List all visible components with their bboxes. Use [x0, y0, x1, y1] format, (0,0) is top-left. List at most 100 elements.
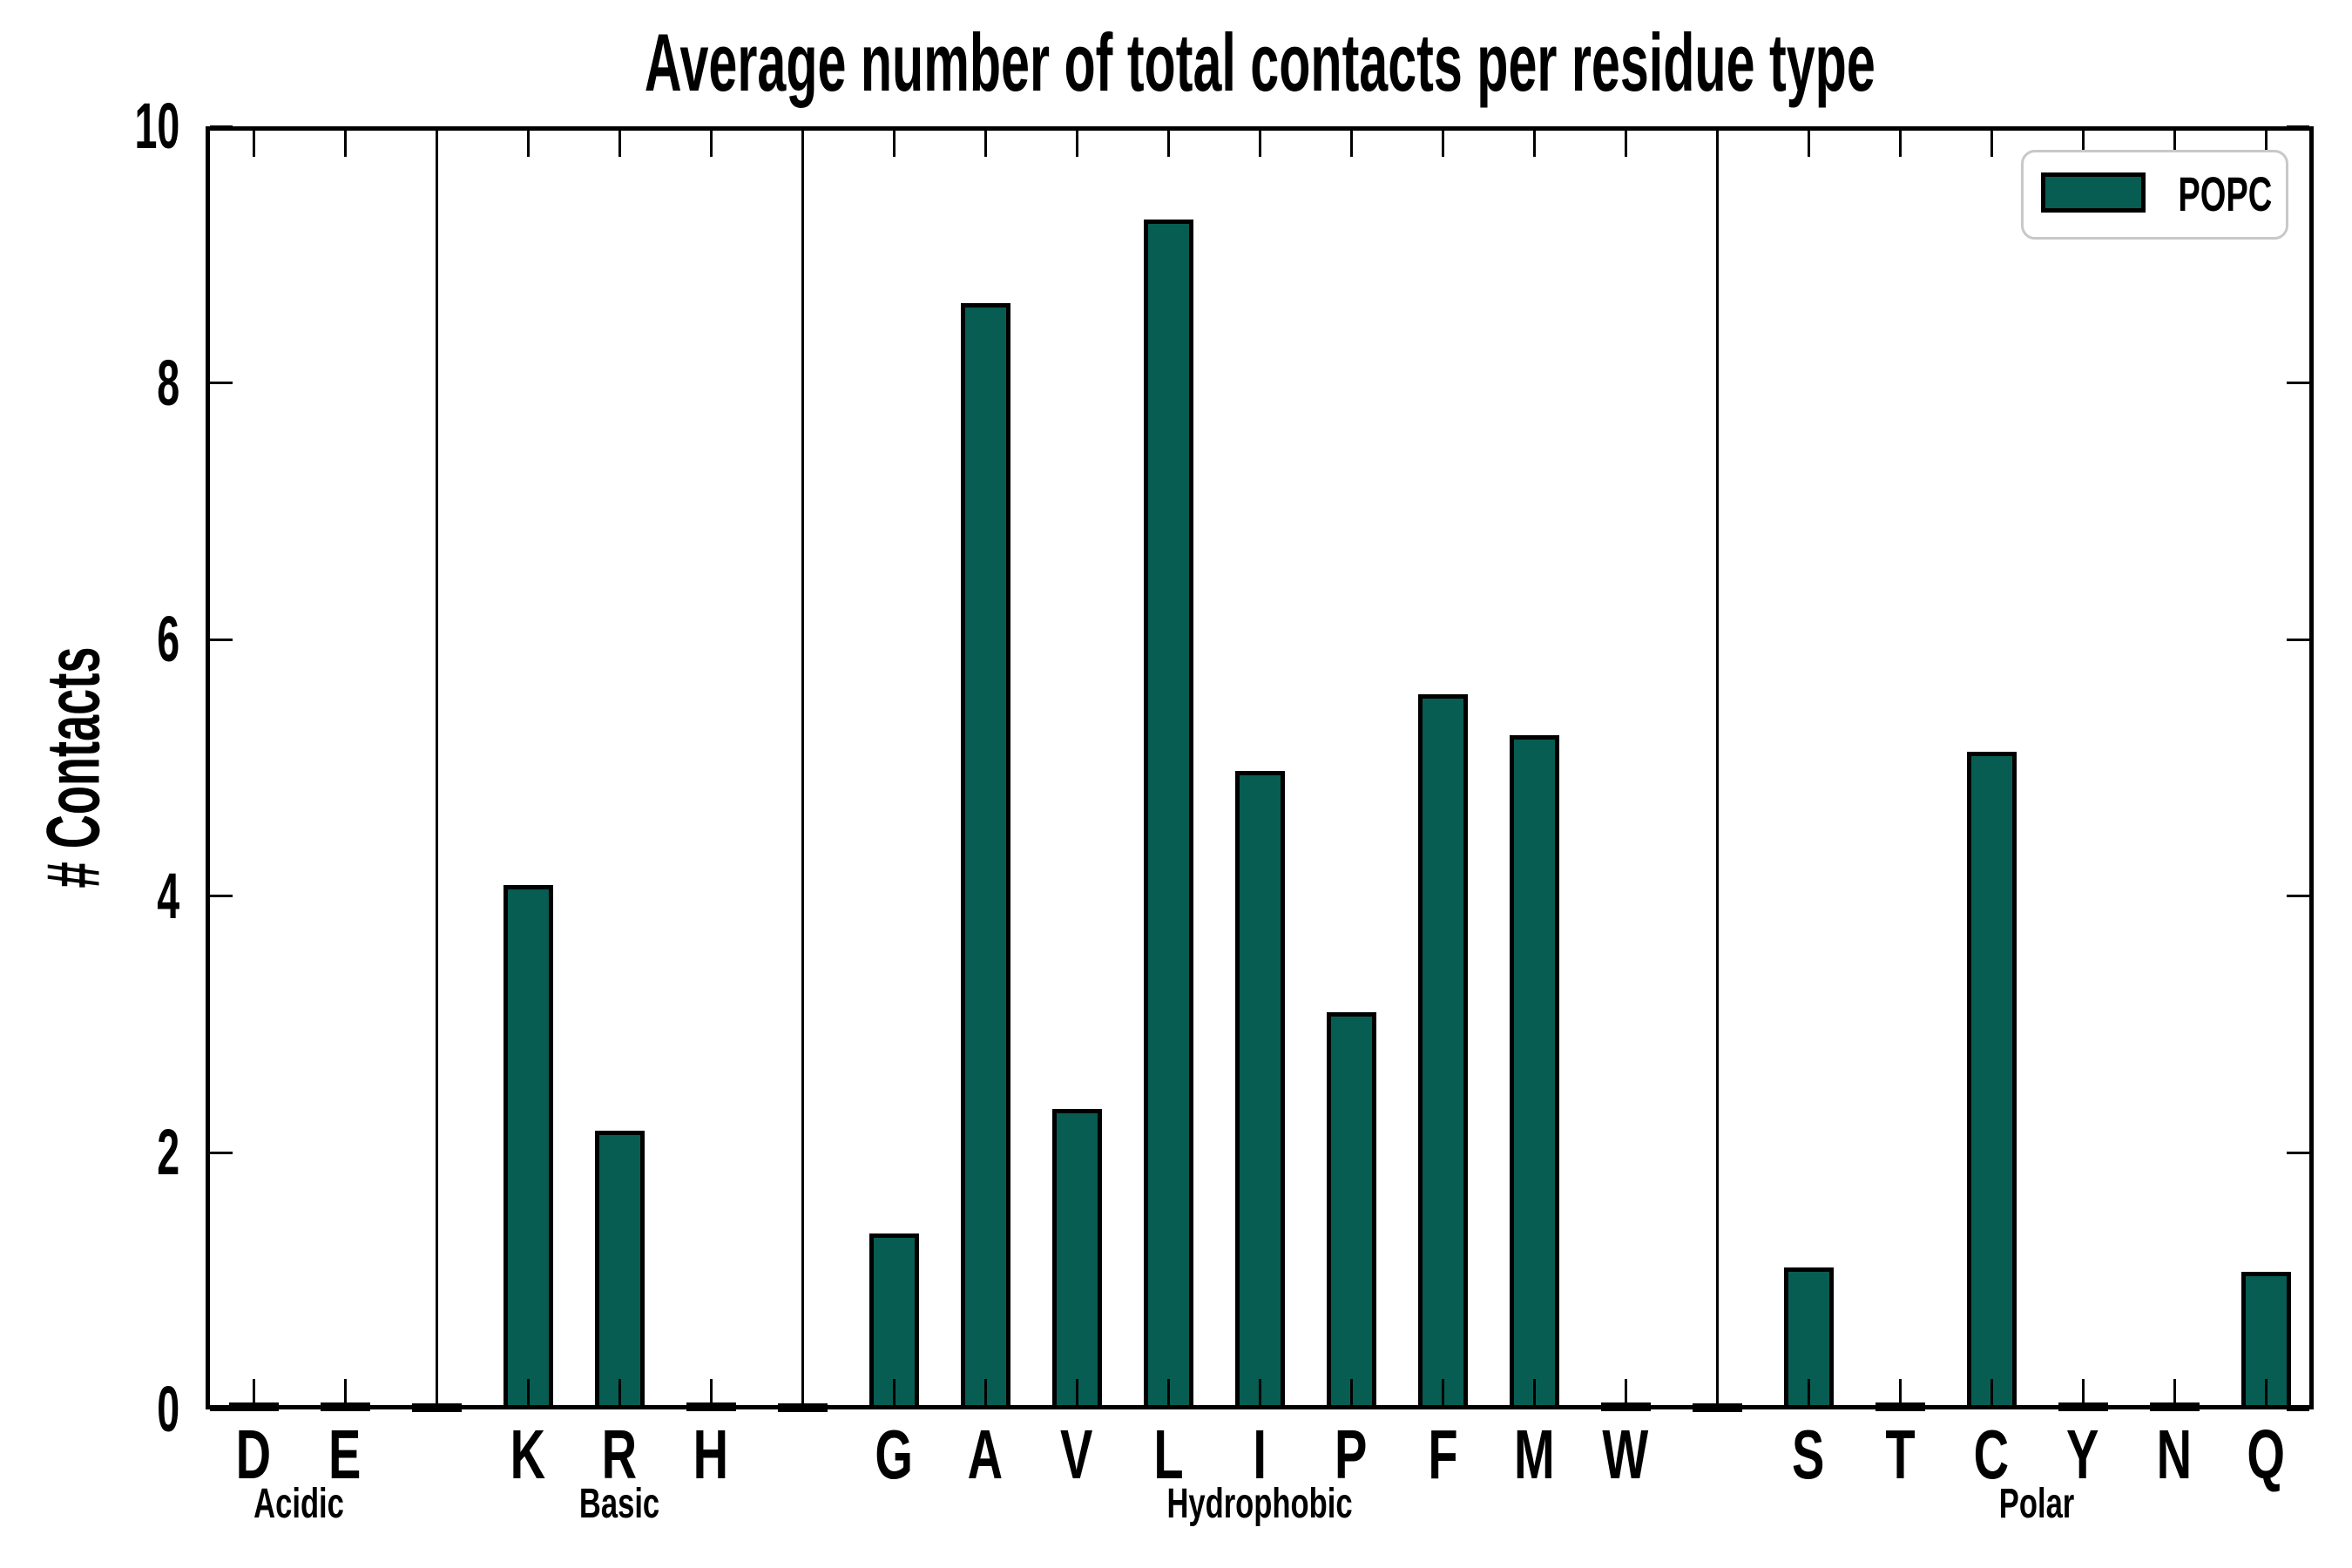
x-tick-label-T: T [1830, 1420, 1970, 1490]
x-tick-label-text: Q [2247, 1416, 2285, 1493]
x-tick-label-text: P [1335, 1416, 1368, 1493]
x-tick-label-P: P [1281, 1420, 1421, 1490]
group-label-text: Polar [1999, 1481, 2075, 1527]
x-tick-bottom [1532, 1379, 1536, 1405]
x-tick-label-I: I [1190, 1420, 1329, 1490]
y-tick-right [2287, 1151, 2309, 1154]
y-tick-label-8: 8 [31, 346, 179, 419]
x-tick-label-M: M [1464, 1420, 1604, 1490]
x-tick-bottom [801, 1379, 804, 1405]
x-tick-label-text: G [875, 1416, 913, 1493]
x-tick-top [1075, 131, 1078, 157]
x-tick-bottom [343, 1379, 347, 1405]
x-tick-label-N: N [2105, 1420, 2244, 1490]
x-tick-label-text: S [1792, 1416, 1825, 1493]
x-tick-label-F: F [1373, 1420, 1512, 1490]
y-tick-right [2287, 638, 2309, 641]
y-tick-left [210, 382, 233, 385]
x-tick-label-text: E [328, 1416, 362, 1493]
x-tick-bottom [2173, 1379, 2176, 1405]
x-tick-top [343, 131, 347, 157]
x-tick-top [983, 131, 987, 157]
bar-R [594, 1131, 645, 1409]
x-tick-top [1715, 131, 1719, 157]
x-tick-label-K: K [458, 1420, 598, 1490]
group-label-text: Basic [578, 1481, 660, 1527]
x-tick-bottom [2264, 1379, 2268, 1405]
group-label-text: Hydrophobic [1166, 1481, 1353, 1527]
legend-label: POPC [2178, 166, 2273, 221]
x-tick-bottom [1258, 1379, 1261, 1405]
x-tick-label-L: L [1098, 1420, 1238, 1490]
x-tick-top [2264, 131, 2268, 157]
x-tick-label-D: D [184, 1420, 323, 1490]
bar-F [1417, 694, 1468, 1409]
group-label-text: Acidic [253, 1481, 345, 1527]
x-tick-label-S: S [1739, 1420, 1878, 1490]
x-tick-top [252, 131, 255, 157]
x-tick-label-V: V [1007, 1420, 1146, 1490]
x-tick-bottom [2081, 1379, 2085, 1405]
bar-L [1143, 220, 1193, 1409]
x-tick-bottom [983, 1379, 987, 1405]
x-tick-label-Y: Y [2013, 1420, 2153, 1490]
x-tick-top [618, 131, 621, 157]
x-tick-bottom [526, 1379, 530, 1405]
x-tick-bottom [252, 1379, 255, 1405]
y-tick-label-text: 8 [157, 346, 179, 419]
x-tick-top [435, 131, 438, 157]
x-tick-label-text: A [967, 1416, 1004, 1493]
x-tick-label-text: F [1427, 1416, 1458, 1493]
group-label-basic: Basic [358, 1484, 881, 1525]
y-tick-right [2287, 382, 2309, 385]
x-tick-label-text: L [1152, 1416, 1184, 1493]
x-tick-bottom [1441, 1379, 1444, 1405]
x-tick-label-H: H [641, 1420, 781, 1490]
x-tick-top [1441, 131, 1444, 157]
x-tick-label-text: T [1884, 1416, 1916, 1493]
x-tick-label-G: G [824, 1420, 963, 1490]
group-label-acidic: Acidic [38, 1484, 561, 1525]
x-tick-label-text: W [1602, 1416, 1649, 1493]
group-separator-line [801, 126, 804, 1409]
x-tick-bottom [892, 1379, 896, 1405]
x-tick-bottom [435, 1379, 438, 1405]
x-tick-top [709, 131, 713, 157]
x-tick-label-text: K [510, 1416, 546, 1493]
y-tick-label-text: 6 [157, 603, 179, 676]
x-tick-bottom [1898, 1379, 1902, 1405]
x-tick-bottom [1166, 1379, 1170, 1405]
x-tick-label-Q: Q [2196, 1420, 2335, 1490]
y-tick-left [210, 125, 233, 128]
x-tick-bottom [1624, 1379, 1627, 1405]
bar-V [1051, 1109, 1102, 1409]
bar-A [960, 303, 1010, 1409]
x-tick-label-R: R [550, 1420, 689, 1490]
y-tick-label-10: 10 [31, 94, 179, 159]
y-tick-label-6: 6 [31, 607, 179, 672]
x-tick-top [1258, 131, 1261, 157]
y-tick-label-2: 2 [31, 1120, 179, 1185]
bar-I [1234, 771, 1285, 1409]
x-tick-top [1990, 131, 1993, 157]
y-tick-label-0: 0 [31, 1377, 179, 1442]
x-tick-label-text: Y [2066, 1416, 2099, 1493]
x-tick-label-A: A [916, 1420, 1055, 1490]
group-label-polar: Polar [1776, 1484, 2299, 1525]
x-tick-label-E: E [275, 1420, 415, 1490]
x-tick-bottom [1349, 1379, 1353, 1405]
legend-swatch-popc [2041, 172, 2146, 213]
legend: POPC [2021, 150, 2288, 240]
x-tick-label-text: N [2156, 1416, 2193, 1493]
x-tick-top [2081, 131, 2085, 157]
y-tick-left [210, 638, 233, 641]
x-tick-bottom [1990, 1379, 1993, 1405]
x-tick-top [1898, 131, 1902, 157]
x-tick-label-text: H [693, 1416, 729, 1493]
x-tick-top [1807, 131, 1810, 157]
x-tick-top [801, 131, 804, 157]
chart-title-text: Average number of total contacts per res… [644, 17, 1876, 108]
x-tick-bottom [1807, 1379, 1810, 1405]
y-axis-label-text: # Contacts [31, 646, 116, 889]
